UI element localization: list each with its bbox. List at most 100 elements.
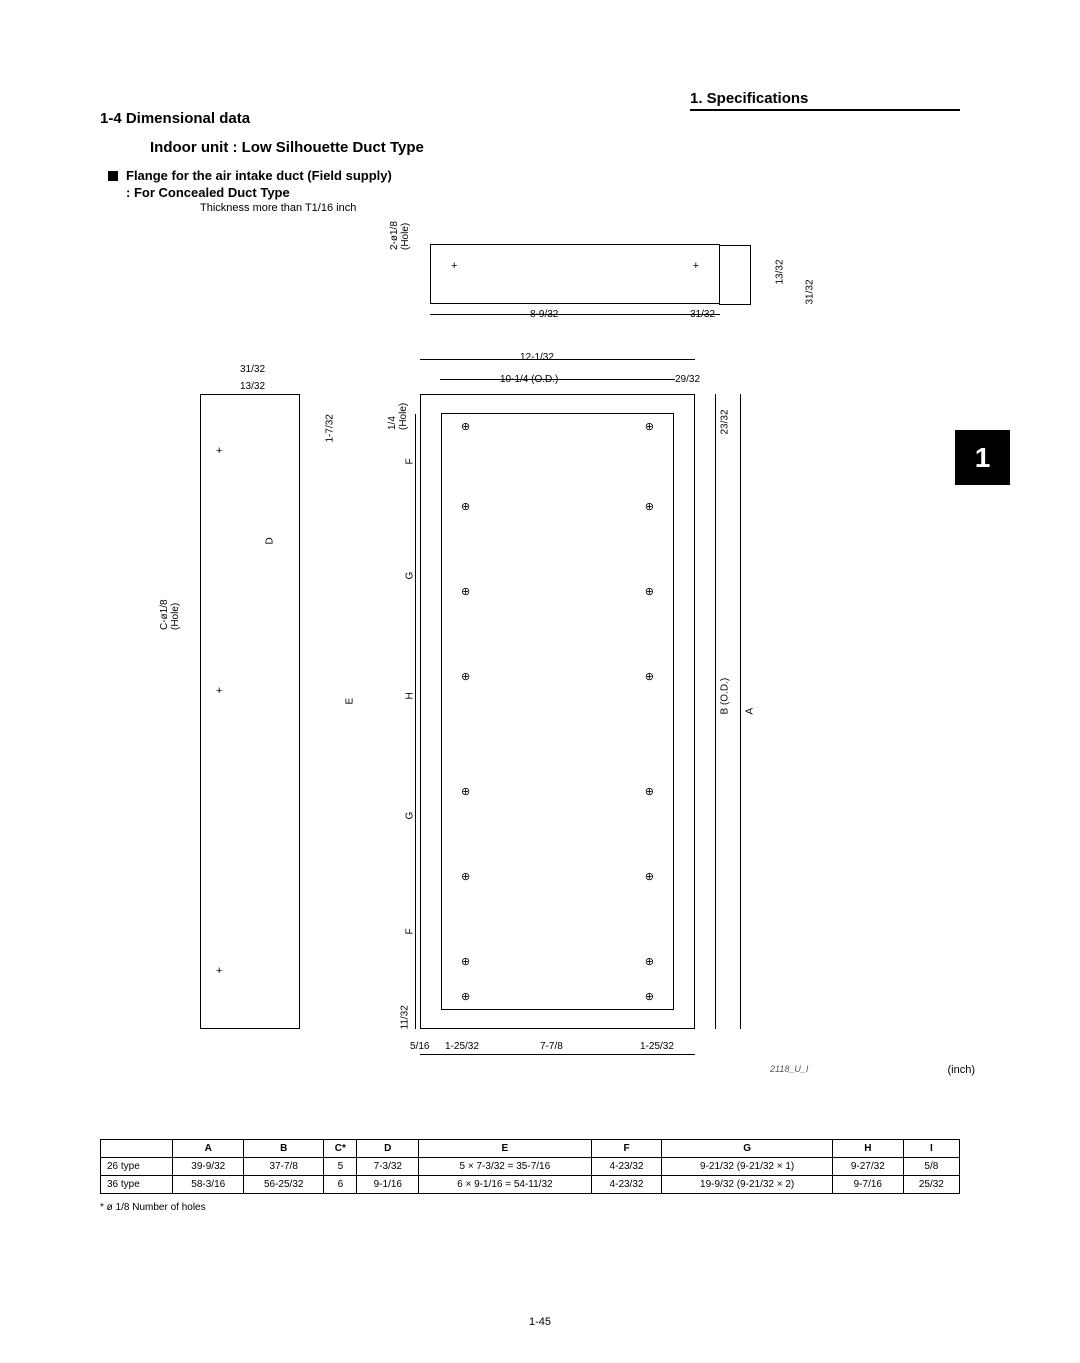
table-header: G — [662, 1140, 832, 1158]
dim-label: 12-1/32 — [520, 352, 554, 363]
page-number: 1-45 — [0, 1316, 1080, 1328]
dim-label: 11/32 — [400, 1005, 411, 1029]
section-subtitle: Indoor unit : Low Silhouette Duct Type — [150, 139, 1010, 156]
hole-mark: + — [216, 685, 222, 697]
dim-line — [420, 1054, 695, 1055]
dim-label: 31/32 — [805, 279, 816, 304]
table-header: B — [244, 1140, 324, 1158]
table-header: E — [419, 1140, 591, 1158]
table-header: F — [591, 1140, 662, 1158]
table-cell: 5 — [324, 1158, 357, 1176]
dim-label: 29/32 — [675, 374, 700, 385]
table-row: 36 type 58-3/16 56-25/32 6 9-1/16 6 × 9-… — [101, 1176, 960, 1194]
dimensions-table: A B C* D E F G H I 26 type 39-9/32 37-7/… — [100, 1139, 960, 1194]
unit-label: (inch) — [947, 1064, 975, 1076]
table-cell: 6 × 9-1/16 = 54-11/32 — [419, 1176, 591, 1194]
small-rect-extension — [719, 245, 751, 305]
dim-line — [420, 359, 695, 360]
hole-mark: ⊕ — [645, 870, 654, 883]
hole-mark: ⊕ — [461, 785, 470, 798]
dim-label-f: F — [405, 458, 416, 464]
table-header: I — [903, 1140, 959, 1158]
hole-mark: ⊕ — [645, 585, 654, 598]
table-header-row: A B C* D E F G H I — [101, 1140, 960, 1158]
table-cell: 37-7/8 — [244, 1158, 324, 1176]
dim-line — [715, 394, 716, 1029]
table-cell: 58-3/16 — [173, 1176, 244, 1194]
dim-label-e: E — [345, 698, 356, 705]
small-flange-rect: + + — [430, 244, 720, 304]
hole-mark: ⊕ — [461, 870, 470, 883]
table-cell: 56-25/32 — [244, 1176, 324, 1194]
dim-label: 1-7/32 — [325, 414, 336, 442]
dim-label-b: B (O.D.) — [720, 678, 731, 715]
dim-label-f: F — [405, 928, 416, 934]
hole-mark: + — [216, 965, 222, 977]
dim-label-a: A — [745, 708, 756, 715]
dim-label: 1-25/32 — [640, 1041, 674, 1052]
dim-label-g: G — [405, 572, 416, 580]
table-cell: 5 × 7-3/32 = 35-7/16 — [419, 1158, 591, 1176]
hole-mark: + — [451, 260, 457, 272]
dim-label: 13/32 — [775, 259, 786, 284]
dim-label: 1/4 (Hole) — [387, 403, 409, 430]
thickness-note: Thickness more than T1/16 inch — [200, 202, 1010, 214]
section-number-title: 1-4 Dimensional data — [100, 110, 1010, 127]
hole-mark: ⊕ — [645, 955, 654, 968]
table-cell: 5/8 — [903, 1158, 959, 1176]
table-cell: 9-21/32 (9-21/32 × 1) — [662, 1158, 832, 1176]
table-cell: 4-23/32 — [591, 1176, 662, 1194]
dim-label: 1-25/32 — [445, 1041, 479, 1052]
hole-mark: ⊕ — [461, 500, 470, 513]
table-cell: 4-23/32 — [591, 1158, 662, 1176]
table-cell: 25/32 — [903, 1176, 959, 1194]
dim-label: 23/32 — [720, 409, 731, 434]
hole-mark: ⊕ — [645, 990, 654, 1003]
hole-mark: + — [693, 260, 699, 272]
hole-mark: ⊕ — [461, 420, 470, 433]
main-flange-rect: ⊕ ⊕ ⊕ ⊕ ⊕ ⊕ ⊕ ⊕ ⊕ ⊕ ⊕ ⊕ ⊕ ⊕ ⊕ ⊕ — [420, 394, 695, 1029]
hole-mark: ⊕ — [461, 585, 470, 598]
dim-label-d: D — [265, 537, 276, 544]
table-header — [101, 1140, 173, 1158]
table-cell: 9-7/16 — [832, 1176, 903, 1194]
hole-mark: ⊕ — [461, 670, 470, 683]
reference-code: 2118_U_I — [770, 1064, 808, 1074]
main-flange-inner — [441, 413, 674, 1010]
bullet-square-icon — [108, 171, 118, 181]
table-header: A — [173, 1140, 244, 1158]
dim-line — [415, 414, 416, 1029]
table-cell: 26 type — [101, 1158, 173, 1176]
table-header: C* — [324, 1140, 357, 1158]
hole-mark: ⊕ — [645, 500, 654, 513]
dim-label-h: H — [405, 692, 416, 699]
hole-mark: ⊕ — [461, 990, 470, 1003]
diagram-area: + + 2-ø1/8 (Hole) 8-9/32 31/32 13/32 31/… — [100, 219, 1010, 1139]
hole-mark: ⊕ — [645, 420, 654, 433]
table-cell: 7-3/32 — [357, 1158, 419, 1176]
hole-mark: ⊕ — [645, 670, 654, 683]
bullet-line: Flange for the air intake duct (Field su… — [108, 168, 1010, 183]
footnote: * ø 1/8 Number of holes — [100, 1202, 1010, 1213]
dim-label-g: G — [405, 812, 416, 820]
hole-mark: ⊕ — [461, 955, 470, 968]
table-header: D — [357, 1140, 419, 1158]
dim-label-c-hole: C-ø1/8 (Hole) — [159, 599, 181, 630]
table-row: 26 type 39-9/32 37-7/8 5 7-3/32 5 × 7-3/… — [101, 1158, 960, 1176]
dim-line — [440, 379, 675, 380]
table-cell: 36 type — [101, 1176, 173, 1194]
table-cell: 9-27/32 — [832, 1158, 903, 1176]
table-header: H — [832, 1140, 903, 1158]
dim-line — [740, 394, 741, 1029]
hole-mark: ⊕ — [645, 785, 654, 798]
sub-bullet-text: : For Concealed Duct Type — [126, 185, 1010, 200]
dim-label: 13/32 — [240, 381, 265, 392]
dim-label: 7-7/8 — [540, 1041, 563, 1052]
left-flange-rect: + + + — [200, 394, 300, 1029]
page-header-specifications: 1. Specifications — [690, 90, 960, 111]
table-cell: 9-1/16 — [357, 1176, 419, 1194]
hole-mark: + — [216, 445, 222, 457]
bullet-text: Flange for the air intake duct (Field su… — [126, 168, 392, 183]
table-cell: 6 — [324, 1176, 357, 1194]
table-cell: 39-9/32 — [173, 1158, 244, 1176]
